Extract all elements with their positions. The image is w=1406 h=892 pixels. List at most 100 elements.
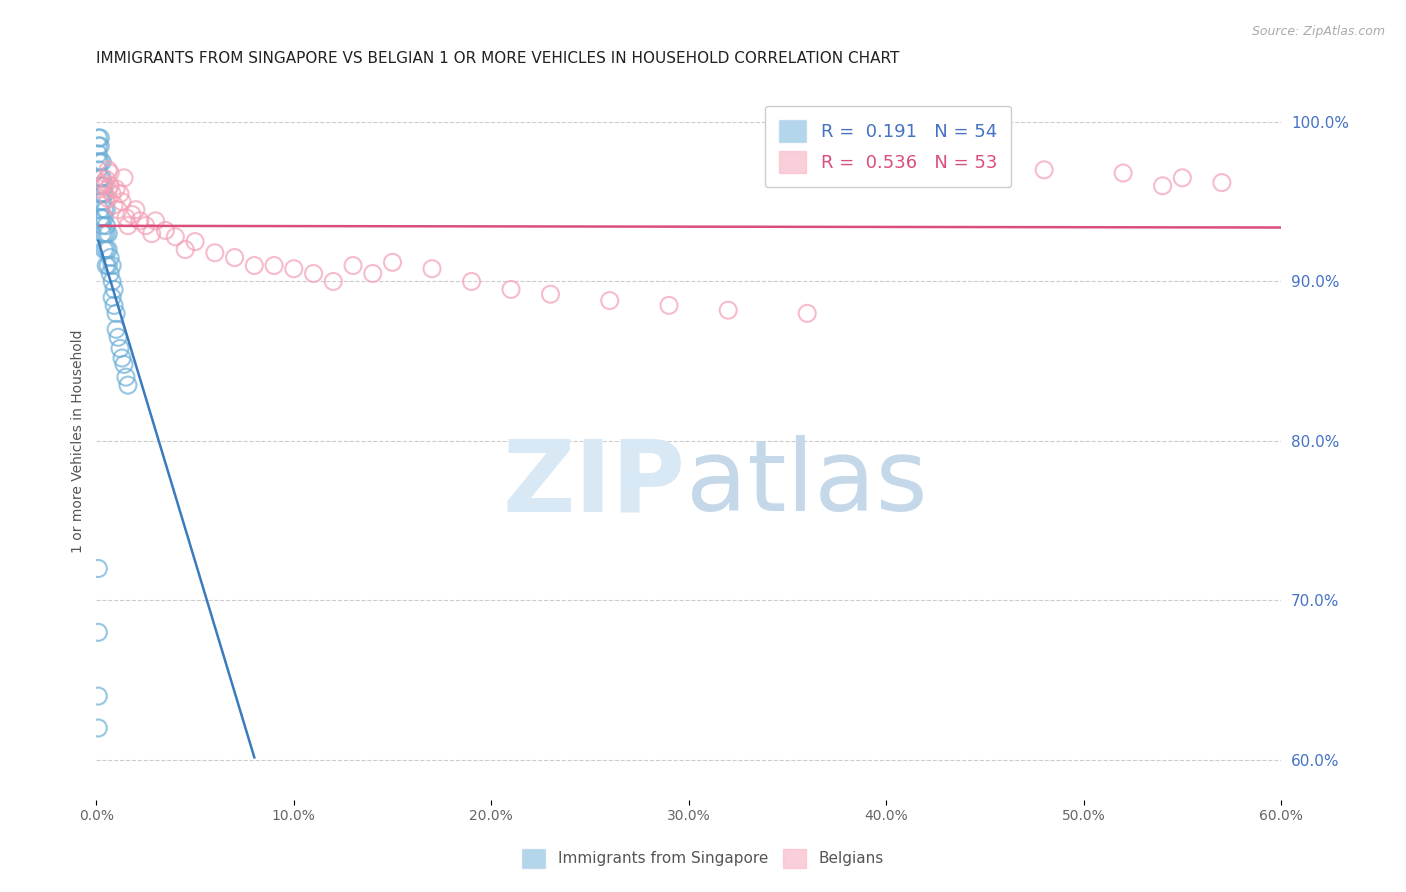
Point: [97, 192, 120, 206]
Point: [93, 202, 115, 217]
Point: [460, 275, 482, 289]
Point: [361, 267, 384, 281]
Legend: R =  0.191   N = 54, R =  0.536   N = 53: R = 0.191 N = 54, R = 0.536 N = 53: [765, 105, 1011, 187]
Point: [121, 207, 143, 221]
Point: [224, 251, 246, 265]
Point: [91, 219, 114, 233]
Point: [89, 211, 111, 225]
Point: [499, 282, 522, 296]
Point: [87, 131, 110, 145]
Point: [96, 202, 118, 217]
Point: [89, 178, 111, 193]
Point: [111, 351, 134, 365]
Point: [97, 243, 120, 257]
Point: [875, 150, 897, 164]
Point: [322, 275, 344, 289]
Point: [1033, 162, 1056, 177]
Point: [125, 202, 148, 217]
Point: [87, 162, 110, 177]
Point: [105, 322, 128, 336]
Point: [91, 227, 114, 241]
Text: Source: ZipAtlas.com: Source: ZipAtlas.com: [1251, 25, 1385, 38]
Point: [96, 259, 118, 273]
Point: [117, 378, 139, 392]
Point: [796, 306, 818, 320]
Point: [98, 251, 121, 265]
Point: [97, 182, 120, 196]
Point: [98, 267, 121, 281]
Point: [91, 194, 114, 209]
Point: [184, 235, 207, 249]
Point: [101, 290, 124, 304]
Point: [91, 211, 114, 225]
Point: [1211, 176, 1233, 190]
Point: [1112, 166, 1135, 180]
Point: [87, 147, 110, 161]
Point: [135, 219, 157, 233]
Point: [89, 182, 111, 196]
Point: [101, 275, 124, 289]
Point: [98, 166, 121, 180]
Point: [103, 198, 125, 212]
Point: [117, 219, 139, 233]
Point: [87, 689, 110, 703]
Point: [717, 303, 740, 318]
Point: [105, 182, 128, 196]
Point: [89, 139, 111, 153]
Point: [155, 223, 177, 237]
Point: [342, 259, 364, 273]
Point: [93, 186, 115, 201]
Point: [89, 170, 111, 185]
Point: [540, 287, 562, 301]
Point: [283, 261, 305, 276]
Point: [111, 194, 134, 209]
Point: [174, 243, 197, 257]
Point: [101, 186, 124, 201]
Point: [658, 298, 681, 312]
Point: [105, 306, 128, 320]
Point: [108, 186, 131, 201]
Y-axis label: 1 or more Vehicles in Household: 1 or more Vehicles in Household: [72, 329, 86, 553]
Point: [91, 178, 114, 193]
Point: [204, 245, 226, 260]
Point: [243, 259, 266, 273]
Point: [420, 261, 443, 276]
Point: [87, 625, 110, 640]
Point: [115, 211, 138, 225]
Point: [93, 243, 115, 257]
Point: [128, 214, 150, 228]
Point: [107, 330, 129, 344]
Point: [103, 282, 125, 296]
Point: [87, 154, 110, 169]
Point: [145, 214, 167, 228]
Point: [87, 561, 110, 575]
Point: [97, 162, 120, 177]
Text: atlas: atlas: [686, 435, 928, 533]
Point: [87, 721, 110, 735]
Point: [89, 131, 111, 145]
Point: [93, 178, 115, 193]
Point: [302, 267, 325, 281]
Point: [165, 229, 187, 244]
Point: [599, 293, 621, 308]
Point: [96, 172, 118, 186]
Point: [93, 211, 115, 225]
Point: [108, 342, 131, 356]
Point: [112, 358, 135, 372]
Point: [115, 370, 138, 384]
Point: [96, 243, 118, 257]
Point: [97, 227, 120, 241]
Point: [1171, 170, 1194, 185]
Point: [93, 176, 115, 190]
Point: [96, 219, 118, 233]
Point: [953, 154, 976, 169]
Point: [101, 259, 124, 273]
Point: [91, 154, 114, 169]
Point: [141, 227, 163, 241]
Point: [97, 259, 120, 273]
Point: [91, 178, 114, 193]
Point: [91, 186, 114, 201]
Text: ZIP: ZIP: [502, 435, 685, 533]
Point: [89, 154, 111, 169]
Point: [89, 202, 111, 217]
